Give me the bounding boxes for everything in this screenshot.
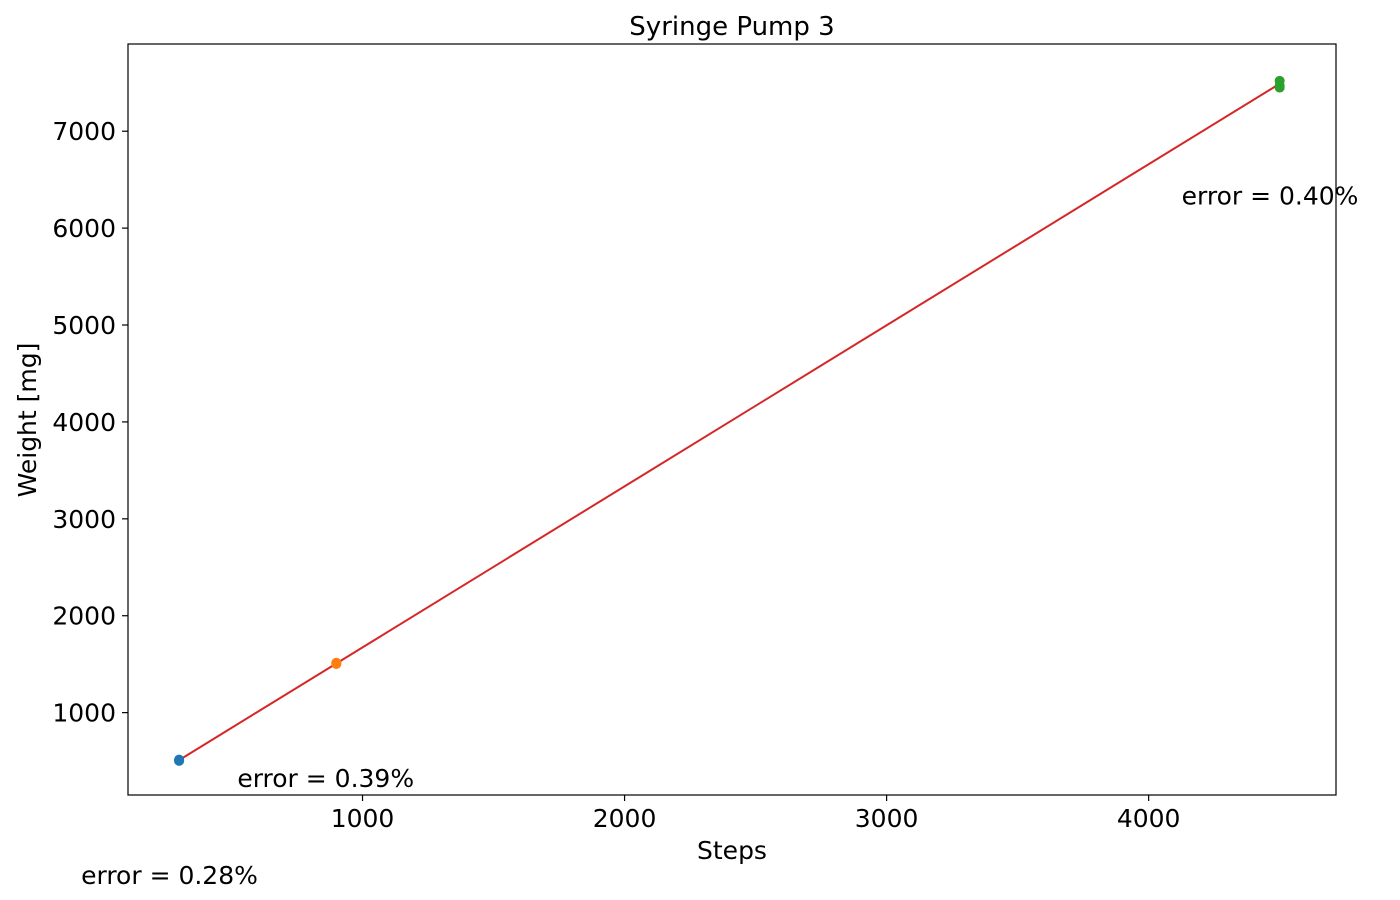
x-tick-label: 4000 <box>1117 804 1181 833</box>
x-tick-label: 1000 <box>331 804 395 833</box>
x-axis-label: Steps <box>697 836 767 865</box>
y-tick-label: 7000 <box>52 117 116 146</box>
y-tick-label: 2000 <box>52 602 116 631</box>
y-axis-label: Weight [mg] <box>13 343 42 498</box>
data-point-s1-3 <box>174 755 185 766</box>
annotation-error-1: error = 0.28% <box>81 861 258 890</box>
plot-frame <box>127 43 1337 796</box>
annotation-error-2: error = 0.39% <box>237 764 414 793</box>
chart-title: Syringe Pump 3 <box>629 12 834 42</box>
y-tick-label: 3000 <box>52 505 116 534</box>
data-point-s3-3 <box>1274 82 1285 93</box>
y-tick-label: 5000 <box>52 311 116 340</box>
y-tick-label: 1000 <box>52 699 116 728</box>
y-tick-label: 6000 <box>52 214 116 243</box>
y-tick-label: 4000 <box>52 408 116 437</box>
data-point-s2-3 <box>331 658 342 669</box>
x-tick-label: 3000 <box>855 804 919 833</box>
fit-line <box>178 82 1281 761</box>
x-tick-label: 2000 <box>593 804 657 833</box>
annotation-error-3: error = 0.40% <box>1182 182 1359 211</box>
